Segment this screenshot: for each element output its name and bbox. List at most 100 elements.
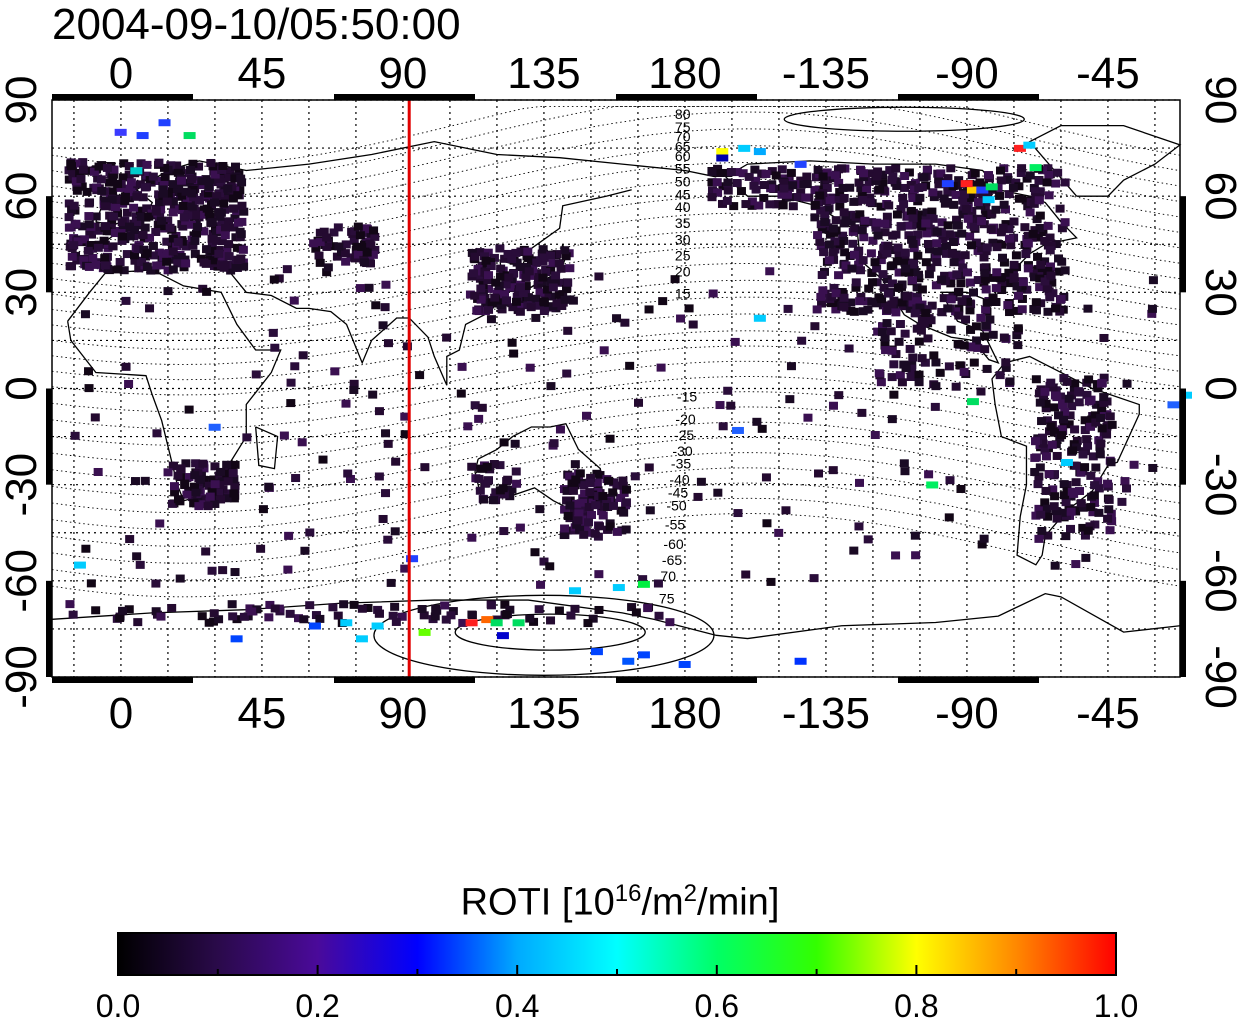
roti-cell-alaska <box>813 165 823 174</box>
roti-cell-europe <box>88 253 98 262</box>
roti-cell-north-america <box>872 264 882 273</box>
roti-cell-scattered <box>945 476 955 485</box>
roti-cell-south-america <box>1030 468 1040 477</box>
roti-cell-east-asia <box>523 247 533 256</box>
roti-cell-europe <box>230 214 240 223</box>
roti-cell-scattered <box>279 431 289 440</box>
roti-cell-north-america <box>875 185 885 194</box>
roti-cell-europe <box>148 251 158 260</box>
roti-cell-north-america <box>1005 234 1015 243</box>
roti-cell-europe <box>200 210 210 219</box>
roti-cell-alaska <box>766 184 776 193</box>
roti-cell-europe <box>64 223 74 232</box>
roti-cell-europe <box>168 197 178 206</box>
roti-cell-europe <box>91 212 101 221</box>
roti-cell-east-asia <box>537 249 547 258</box>
roti-cell-europe <box>206 218 216 227</box>
roti-cell-scattered <box>1013 324 1023 333</box>
roti-cell-australia <box>585 488 595 497</box>
roti-cell-south-africa <box>168 461 178 470</box>
roti-cell-east-asia <box>546 266 556 275</box>
roti-cell-south-america <box>1094 484 1104 493</box>
roti-cell-south-america <box>1067 487 1077 496</box>
roti-cell-north-america <box>845 183 855 192</box>
roti-cell-east-asia <box>554 259 564 268</box>
roti-cell-central-america <box>935 368 945 377</box>
roti-cell-north-america <box>897 298 907 307</box>
roti-cell-central-america <box>895 320 905 329</box>
roti-cell-north-america <box>970 169 980 178</box>
roti-cell-east-asia <box>470 291 480 300</box>
roti-cell-south-america <box>1030 453 1040 462</box>
roti-cell-europe <box>181 259 191 268</box>
roti-cell-alaska <box>793 193 803 202</box>
roti-cell-north-america <box>995 274 1005 283</box>
roti-cell-north-america <box>846 217 856 226</box>
roti-cell-antarctic <box>264 613 274 622</box>
roti-cell-scattered <box>300 546 310 555</box>
roti-cell-central-asia <box>353 250 363 259</box>
roti-cell-north-america <box>1008 183 1018 192</box>
roti-cell-north-america <box>820 211 830 220</box>
contour-label: 70 <box>675 129 691 145</box>
x-tick-bottom: -45 <box>1076 689 1140 738</box>
roti-cell-antarctic <box>448 607 458 616</box>
roti-cell-north-america <box>988 273 998 282</box>
roti-cell-east-asia <box>479 252 489 261</box>
roti-cell-australia <box>575 525 585 534</box>
colorbar-tick: 0.0 <box>95 988 141 1024</box>
roti-cell-north-america <box>954 176 964 185</box>
roti-cell-north-america <box>1008 269 1018 278</box>
roti-cell-europe <box>173 259 183 268</box>
roti-cell-east-asia <box>565 264 575 273</box>
border-band-bottom <box>52 677 193 683</box>
roti-cell-australia <box>584 502 594 511</box>
roti-cell-scattered <box>194 502 204 511</box>
roti-cell-south-america <box>1080 426 1090 435</box>
roti-cell-central-america <box>905 344 915 353</box>
roti-cell-east-asia <box>503 249 513 258</box>
roti-cell-south-africa <box>215 481 225 490</box>
roti-cell-south-america <box>1096 379 1106 388</box>
roti-cell-north-america <box>1003 175 1013 184</box>
roti-cell-south-africa <box>224 489 234 498</box>
roti-cell-europe <box>136 212 146 221</box>
roti-cell-australia <box>573 516 583 525</box>
roti-cell-scattered <box>175 574 185 583</box>
roti-cell-east-asia <box>473 264 483 273</box>
roti-cell-north-america <box>995 166 1005 175</box>
roti-cell-europe <box>208 256 218 265</box>
roti-cell-scattered <box>809 574 819 583</box>
roti-cell-australia <box>604 476 614 485</box>
roti-cell-scattered <box>786 362 796 371</box>
roti-cell-north-america <box>1054 267 1064 276</box>
roti-cell-south-america <box>1031 511 1041 520</box>
roti-cell-central-america <box>976 313 986 322</box>
roti-cell-north-america <box>839 219 849 228</box>
roti-cell-west-australia <box>491 488 501 497</box>
roti-cell-antarctic <box>554 606 564 615</box>
roti-cell-scattered <box>741 570 751 579</box>
roti-cell-east-asia <box>468 269 478 278</box>
roti-cell-north-america <box>850 224 860 233</box>
roti-cell-north-america <box>863 305 873 314</box>
roti-cell-west-australia <box>499 490 509 499</box>
roti-cell-north-america <box>903 221 913 230</box>
roti-cell-south-africa <box>169 482 179 491</box>
roti-cell-east-asia <box>535 301 545 310</box>
roti-cell-north-america <box>849 197 859 206</box>
roti-cell-north-america <box>938 235 948 244</box>
roti-cell-antarctic <box>209 609 219 618</box>
roti-cell-east-asia <box>524 254 534 263</box>
roti-cell-south-africa <box>216 467 226 476</box>
roti-cell-north-america <box>888 261 898 270</box>
roti-cell-central-asia <box>334 242 344 251</box>
roti-cell-north-america <box>864 177 874 186</box>
roti-cell-europe <box>138 231 148 240</box>
roti-cell-west-australia <box>483 476 493 485</box>
roti-cell-north-america <box>1006 241 1016 250</box>
roti-cell-australia <box>562 486 572 495</box>
roti-cell-antarctic <box>505 605 515 614</box>
roti-cell-australia <box>581 511 591 520</box>
border-band-right <box>1180 580 1186 677</box>
